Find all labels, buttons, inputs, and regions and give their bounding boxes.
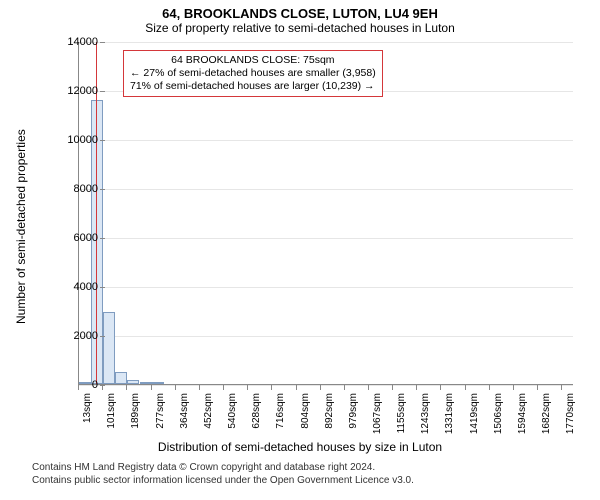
grid-line <box>79 287 573 288</box>
x-tick-mark <box>175 385 176 390</box>
x-tick-label: 1067sqm <box>372 393 383 434</box>
x-tick-label: 13sqm <box>82 393 93 423</box>
x-tick-mark <box>489 385 490 390</box>
histogram-chart: 64 BROOKLANDS CLOSE: 75sqm ← 27% of semi… <box>78 42 573 385</box>
x-tick-label: 101sqm <box>106 393 117 429</box>
y-tick-label: 8000 <box>74 183 98 195</box>
x-tick-label: 979sqm <box>348 393 359 429</box>
x-tick-mark <box>223 385 224 390</box>
y-tick-label: 4000 <box>74 281 98 293</box>
x-tick-label: 1594sqm <box>517 393 528 434</box>
x-tick-label: 892sqm <box>324 393 335 429</box>
histogram-bar <box>127 380 139 384</box>
histogram-bar <box>140 382 152 384</box>
x-tick-label: 716sqm <box>275 393 286 429</box>
y-tick-label: 6000 <box>74 232 98 244</box>
x-tick-label: 277sqm <box>155 393 166 429</box>
histogram-bar <box>103 312 115 384</box>
grid-line <box>79 336 573 337</box>
x-tick-mark <box>392 385 393 390</box>
x-tick-mark <box>199 385 200 390</box>
x-tick-mark <box>78 385 79 390</box>
x-tick-mark <box>416 385 417 390</box>
x-tick-mark <box>368 385 369 390</box>
x-tick-label: 804sqm <box>300 393 311 429</box>
y-tick-mark <box>100 238 105 239</box>
x-tick-label: 1243sqm <box>420 393 431 434</box>
x-tick-label: 540sqm <box>227 393 238 429</box>
y-tick-label: 10000 <box>67 134 98 146</box>
histogram-bar <box>115 372 127 384</box>
footer: Contains HM Land Registry data © Crown c… <box>32 462 414 487</box>
y-tick-mark <box>100 336 105 337</box>
x-tick-label: 1331sqm <box>444 393 455 434</box>
footer-line-1: Contains HM Land Registry data © Crown c… <box>32 462 414 475</box>
grid-line <box>79 238 573 239</box>
grid-line <box>79 189 573 190</box>
x-tick-mark <box>126 385 127 390</box>
x-tick-mark <box>344 385 345 390</box>
x-tick-mark <box>102 385 103 390</box>
x-axis-label: Distribution of semi-detached houses by … <box>0 440 600 454</box>
y-tick-mark <box>100 91 105 92</box>
y-tick-label: 0 <box>92 379 98 391</box>
info-box: 64 BROOKLANDS CLOSE: 75sqm ← 27% of semi… <box>123 50 383 97</box>
x-tick-label: 1419sqm <box>469 393 480 434</box>
y-tick-mark <box>100 189 105 190</box>
x-tick-label: 1682sqm <box>541 393 552 434</box>
page-title: 64, BROOKLANDS CLOSE, LUTON, LU4 9EH <box>0 0 600 21</box>
footer-line-2: Contains public sector information licen… <box>32 475 414 488</box>
x-tick-mark <box>537 385 538 390</box>
x-tick-label: 189sqm <box>130 393 141 429</box>
y-tick-mark <box>100 287 105 288</box>
x-tick-mark <box>296 385 297 390</box>
grid-line <box>79 42 573 43</box>
y-tick-mark <box>100 140 105 141</box>
x-tick-label: 1770sqm <box>565 393 576 434</box>
grid-line <box>79 140 573 141</box>
y-tick-label: 12000 <box>67 85 98 97</box>
x-tick-mark <box>513 385 514 390</box>
y-tick-mark <box>100 42 105 43</box>
histogram-bar <box>152 382 164 384</box>
x-tick-label: 628sqm <box>251 393 262 429</box>
y-axis-label: Number of semi-detached properties <box>14 129 28 324</box>
grid-line <box>79 385 573 386</box>
x-tick-mark <box>271 385 272 390</box>
x-tick-mark <box>561 385 562 390</box>
info-line-1: 64 BROOKLANDS CLOSE: 75sqm <box>130 54 376 67</box>
x-tick-mark <box>465 385 466 390</box>
x-tick-label: 452sqm <box>203 393 214 429</box>
x-tick-label: 1506sqm <box>493 393 504 434</box>
x-tick-mark <box>247 385 248 390</box>
y-tick-label: 2000 <box>74 330 98 342</box>
x-tick-mark <box>320 385 321 390</box>
y-tick-label: 14000 <box>67 36 98 48</box>
x-tick-mark <box>440 385 441 390</box>
histogram-bar <box>79 382 91 384</box>
x-tick-label: 1155sqm <box>396 393 407 433</box>
info-line-3: 71% of semi-detached houses are larger (… <box>130 80 376 93</box>
x-tick-label: 364sqm <box>179 393 190 429</box>
info-line-2: ← 27% of semi-detached houses are smalle… <box>130 67 376 80</box>
x-tick-mark <box>151 385 152 390</box>
